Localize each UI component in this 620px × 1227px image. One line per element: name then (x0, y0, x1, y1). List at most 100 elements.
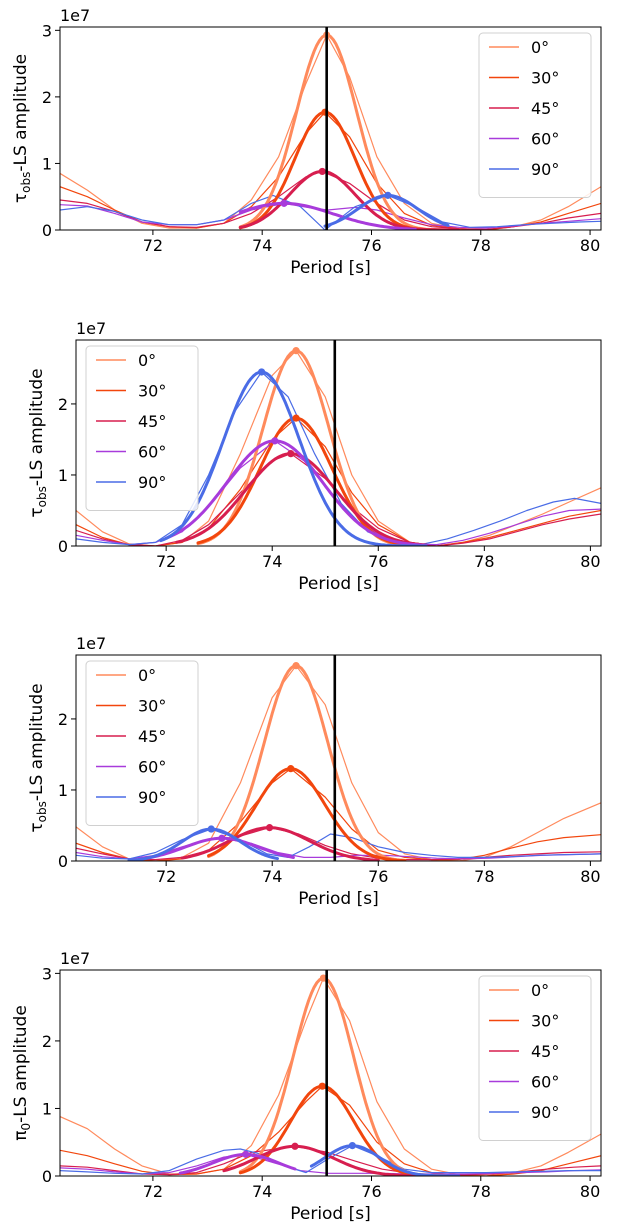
chart-panel-1: 72 74 76 78 80 0 1 2 3 1e7 Period [s] τobs-LS ampli… (11, 6, 602, 278)
legend-entry-4: 90° (138, 473, 166, 492)
legend: 0° 30° 45° 60° 90° (85, 345, 199, 511)
series-line-4 (60, 1145, 601, 1175)
series-peak-curve-2 (180, 826, 380, 861)
legend-entry-3: 60° (138, 758, 166, 777)
y-tick-label: 0 (58, 537, 68, 556)
y-tick-label: 3 (42, 964, 52, 983)
y-tick-label: 1 (42, 1099, 52, 1118)
peak-marker-4 (348, 1142, 356, 1150)
x-tick-label: 72 (156, 867, 176, 886)
x-tick-label: 72 (156, 552, 176, 571)
peak-marker-3 (242, 1150, 250, 1158)
y-axis-label-symbol: τ (27, 822, 47, 832)
axes-frame (75, 339, 602, 547)
y-tick-label: 1 (58, 466, 68, 485)
peak-marker-0 (292, 347, 300, 355)
legend-entry-2: 45° (138, 727, 166, 746)
series-line-4 (60, 194, 601, 230)
axes-frame (59, 26, 602, 231)
peak-marker-0 (292, 662, 300, 670)
y-exponent-label: 1e7 (60, 6, 90, 25)
x-tick-label: 80 (580, 552, 600, 571)
series-peak-curve-3 (164, 439, 428, 546)
legend-entry-0: 0° (531, 981, 549, 1000)
chart-panel-3: 72 74 76 78 80 0 1 2 1e7 Period [s] τobs-LS amplit… (27, 634, 602, 909)
y-axis-label-subscript: obs (35, 486, 49, 507)
x-tick-label: 80 (580, 1182, 600, 1201)
plot-area (76, 655, 601, 861)
x-axis-label: Period [s] (298, 574, 379, 594)
y-tick-label: 3 (42, 21, 52, 40)
x-tick-label: 72 (143, 1182, 163, 1201)
y-axis-label-subscript: 0 (19, 1123, 33, 1131)
y-exponent-label: 1e7 (76, 634, 106, 653)
x-tick-label: 76 (368, 867, 388, 886)
y-axis-label-text: -LS amplitude (11, 54, 31, 172)
series-peak-curve-2 (238, 169, 461, 230)
legend-entry-0: 0° (531, 38, 549, 57)
y-tick-label: 2 (42, 1032, 52, 1051)
legend: 0° 30° 45° 60° 90° (478, 975, 592, 1141)
x-tick-label: 78 (471, 236, 491, 255)
series-peak-curve-3 (138, 836, 295, 861)
peak-marker-3 (271, 437, 279, 445)
y-tick-label: 2 (58, 710, 68, 729)
x-axis-label: Period [s] (298, 889, 379, 909)
series-line-4 (76, 371, 601, 546)
legend: 0° 30° 45° 60° 90° (85, 660, 199, 826)
x-tick-label: 74 (252, 236, 272, 255)
series-peak-curve-4 (159, 370, 428, 546)
x-tick-label: 74 (262, 867, 282, 886)
y-tick-label: 0 (42, 1167, 52, 1186)
y-axis-label-subscript: obs (35, 801, 49, 822)
legend-box (85, 660, 199, 826)
x-tick-label: 78 (471, 1182, 491, 1201)
x-tick-label: 78 (474, 867, 494, 886)
y-exponent-label: 1e7 (60, 949, 90, 968)
series-peak-curve-1 (196, 416, 428, 546)
legend-entry-2: 45° (138, 412, 166, 431)
legend-entry-0: 0° (138, 351, 156, 370)
peak-marker-2 (265, 824, 274, 832)
peak-marker-1 (318, 1082, 326, 1090)
peak-marker-4 (207, 825, 215, 833)
legend-entry-1: 30° (138, 697, 166, 716)
y-tick-label: 1 (58, 781, 68, 800)
y-axis-label-symbol: τ (27, 507, 47, 517)
series-peak-curve-4 (127, 827, 279, 861)
peak-marker-4 (258, 368, 266, 376)
plot-area (60, 27, 601, 230)
y-tick-label: 2 (42, 88, 52, 107)
x-tick-label: 76 (361, 1182, 381, 1201)
y-tick-label: 0 (42, 221, 52, 240)
axes-frame (59, 969, 602, 1177)
peak-marker-2 (318, 167, 326, 176)
series-line-2 (76, 827, 601, 861)
x-tick-label: 76 (368, 552, 388, 571)
legend-entry-3: 60° (138, 443, 166, 462)
legend-entry-4: 90° (531, 160, 559, 179)
legend-entry-2: 45° (531, 99, 559, 118)
peak-marker-0 (319, 974, 327, 982)
x-tick-label: 80 (580, 867, 600, 886)
x-tick-label: 76 (361, 236, 381, 255)
plot-area (76, 340, 601, 546)
legend-entry-1: 30° (531, 1012, 559, 1031)
peak-marker-2 (287, 450, 295, 458)
series-line-2 (60, 1145, 601, 1176)
y-axis-label-subscript: obs (19, 172, 33, 193)
y-tick-label: 0 (58, 852, 68, 871)
series-peak-curve-1 (207, 767, 407, 861)
y-axis-label-symbol: π (11, 1131, 31, 1141)
legend-entry-4: 90° (531, 1103, 559, 1122)
legend-entry-0: 0° (138, 666, 156, 685)
axes-frame (75, 654, 602, 862)
series-line-4 (76, 828, 601, 860)
y-tick-label: 2 (58, 395, 68, 414)
legend-entry-1: 30° (531, 69, 559, 88)
legend-box (478, 32, 592, 198)
peak-marker-3 (280, 199, 288, 207)
y-axis-label: τobs-LS amplitude (27, 368, 49, 517)
